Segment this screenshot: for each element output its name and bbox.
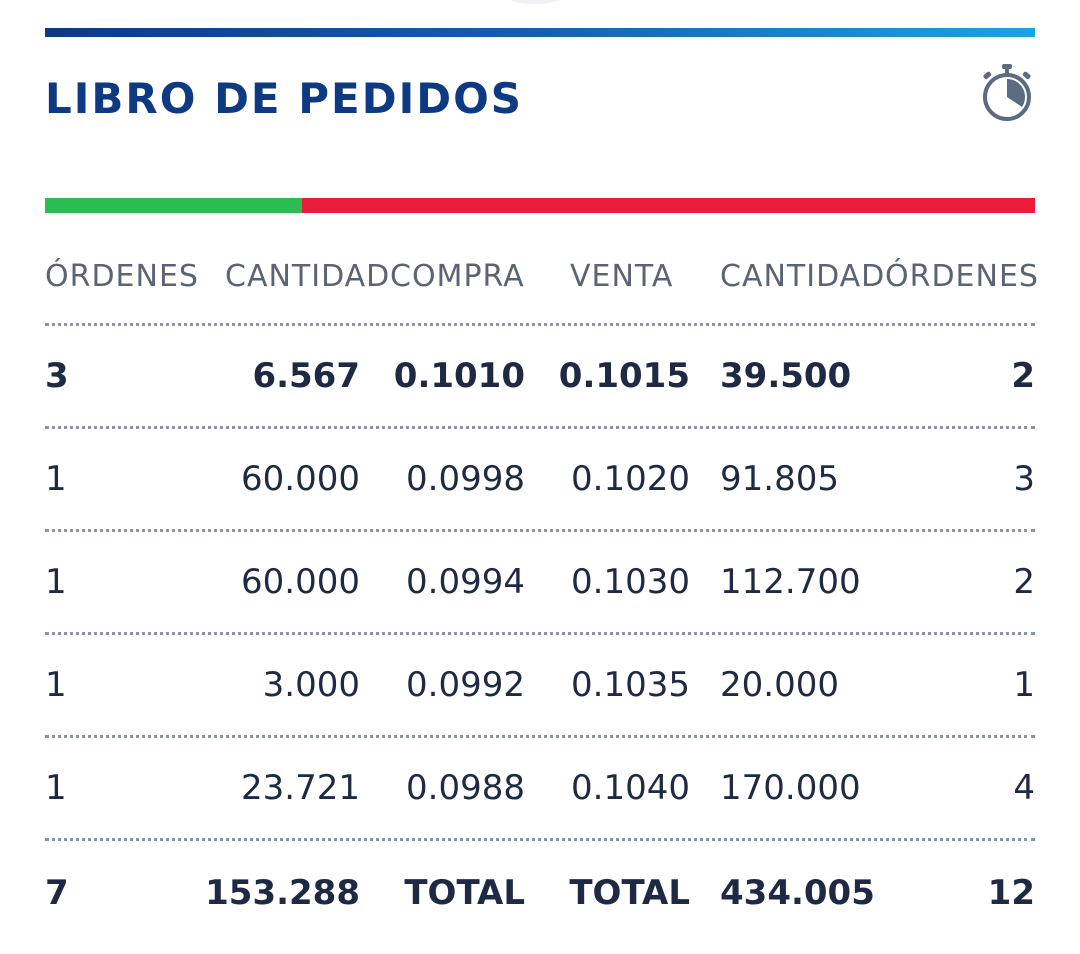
bid-orders-cell: 1 [45,459,67,499]
bid-price-cell: 0.0988 [406,768,525,808]
ask-quantity-cell: 170.000 [720,768,861,808]
ask-price-cell: 0.1015 [558,356,690,396]
ask-price-cell: 0.1040 [571,768,690,808]
bid-price-cell: 0.1010 [393,356,525,396]
table-row: 1 60.000 0.0994 0.1030 112.700 2 [45,532,1035,635]
total-ask-orders: 12 [987,872,1035,913]
ask-orders-cell: 3 [1013,459,1035,499]
bid-orders-cell: 1 [45,562,67,602]
ask-price-cell: 0.1020 [571,459,690,499]
ask-quantity-cell: 91.805 [720,459,839,499]
total-bid-label: TOTAL [404,872,525,913]
bid-price-cell: 0.0994 [406,562,525,602]
page-title: LIBRO DE PEDIDOS [45,74,524,123]
table-header-row: ÓRDENES CANTIDAD COMPRA VENTA CANTIDAD Ó… [45,230,1038,326]
bid-quantity-cell: 60.000 [241,459,360,499]
column-header-bid-quantity: CANTIDAD [225,259,391,294]
sell-depth-segment [302,198,1035,213]
top-handle [505,0,565,4]
header-gradient-rule [45,28,1035,37]
bid-price-cell: 0.0998 [406,459,525,499]
bid-orders-cell: 3 [45,356,69,396]
column-header-bid-orders: ÓRDENES [45,259,199,294]
column-header-bid-price: COMPRA [390,259,525,294]
ask-price-cell: 0.1030 [571,562,690,602]
table-row: 1 60.000 0.0998 0.1020 91.805 3 [45,429,1035,532]
totals-row: 7 153.288 TOTAL TOTAL 434.005 12 [45,841,1035,944]
stopwatch-button[interactable] [978,62,1036,124]
ask-orders-cell: 1 [1013,665,1035,705]
bid-quantity-cell: 3.000 [262,665,360,705]
table-row: 1 3.000 0.0992 0.1035 20.000 1 [45,635,1035,738]
ask-quantity-cell: 39.500 [720,356,852,396]
table-row: 3 6.567 0.1010 0.1015 39.500 2 [45,326,1035,429]
ask-quantity-cell: 20.000 [720,665,839,705]
bid-orders-cell: 1 [45,665,67,705]
bid-quantity-cell: 23.721 [241,768,360,808]
column-header-ask-quantity: CANTIDAD [720,259,886,294]
order-depth-ratio-bar [45,198,1035,213]
total-ask-label: TOTAL [569,872,690,913]
ask-quantity-cell: 112.700 [720,562,861,602]
column-header-ask-price: VENTA [570,259,674,294]
bid-quantity-cell: 6.567 [252,356,360,396]
bid-quantity-cell: 60.000 [241,562,360,602]
order-book-table: ÓRDENES CANTIDAD COMPRA VENTA CANTIDAD Ó… [45,230,1038,944]
ask-orders-cell: 4 [1013,768,1035,808]
total-bid-orders: 7 [45,872,69,913]
total-ask-quantity: 434.005 [720,872,875,913]
bid-price-cell: 0.0992 [406,665,525,705]
ask-orders-cell: 2 [1013,562,1035,602]
total-bid-quantity: 153.288 [205,872,360,913]
ask-orders-cell: 2 [1011,356,1035,396]
column-header-ask-orders: ÓRDENES [885,259,1039,294]
bid-orders-cell: 1 [45,768,67,808]
buy-depth-segment [45,198,303,213]
table-row: 1 23.721 0.0988 0.1040 170.000 4 [45,738,1035,841]
ask-price-cell: 0.1035 [571,665,690,705]
stopwatch-icon [983,64,1031,121]
